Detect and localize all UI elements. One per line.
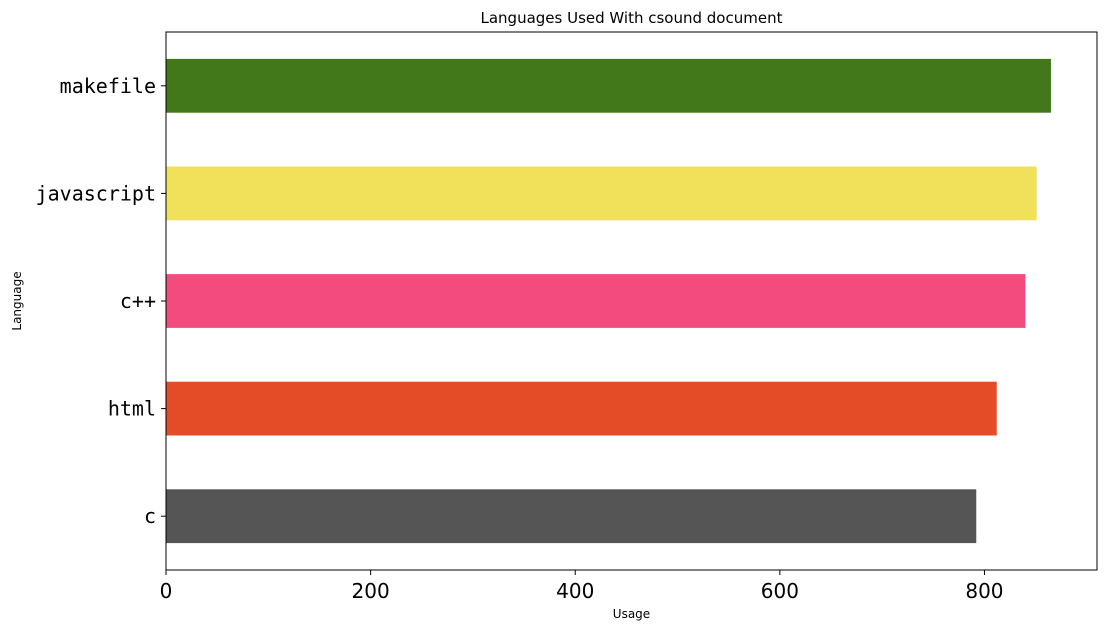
x-tick-label: 400: [556, 579, 594, 603]
bar-c: [166, 274, 1026, 328]
bar-makefile: [166, 58, 1051, 113]
y-axis-label: Language: [10, 271, 24, 330]
x-tick-label: 600: [761, 579, 799, 603]
bar-c: [166, 489, 977, 544]
y-tick-label: html: [108, 397, 156, 421]
y-axis-ticks: c html c++ javascript makefile: [36, 74, 166, 528]
y-tick-label: javascript: [36, 181, 156, 205]
x-tick-label: 0: [160, 579, 173, 603]
bar-html: [166, 381, 997, 436]
x-axis-ticks: 0 200 400 600 800: [160, 570, 1004, 603]
x-axis-label: Usage: [613, 607, 650, 621]
chart-title: Languages Used With csound document: [481, 9, 783, 27]
x-tick-label: 800: [965, 579, 1003, 603]
y-tick-label: makefile: [60, 74, 156, 98]
y-tick-label: c++: [120, 289, 156, 313]
y-tick-label: c: [144, 504, 156, 528]
bar-javascript: [166, 166, 1037, 221]
bars-layer: [166, 58, 1051, 544]
x-tick-label: 200: [352, 579, 390, 603]
